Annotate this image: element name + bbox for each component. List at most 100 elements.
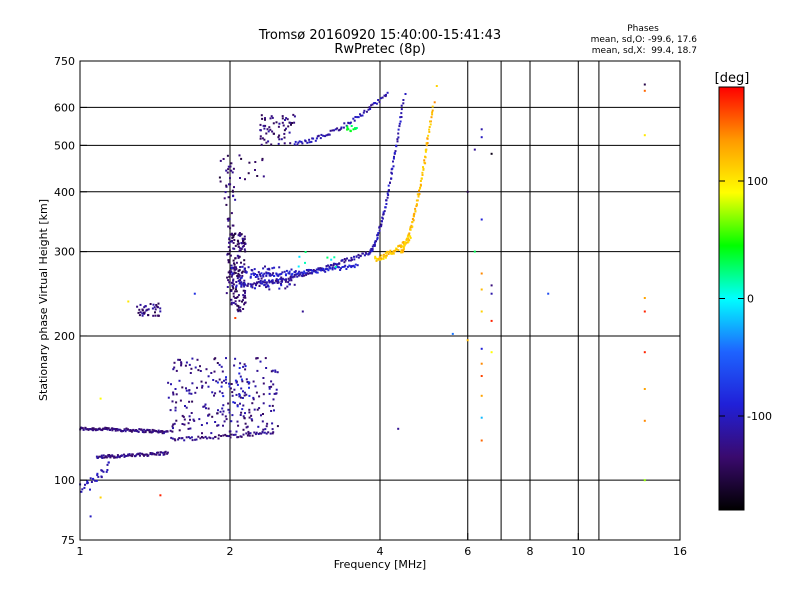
data-point [192, 418, 195, 421]
data-point [243, 241, 246, 244]
data-point [262, 275, 265, 278]
data-point [293, 275, 296, 278]
data-point [271, 282, 274, 285]
data-point [315, 268, 318, 271]
data-point [274, 370, 277, 373]
data-point [172, 427, 174, 430]
data-point [311, 269, 314, 272]
data-point [247, 282, 250, 285]
data-point [228, 270, 231, 273]
data-point [286, 285, 289, 288]
data-point [137, 311, 140, 314]
data-point [228, 411, 231, 414]
data-point [431, 113, 434, 116]
data-point [261, 157, 264, 160]
data-point [146, 428, 149, 431]
data-point [415, 199, 418, 202]
data-point [232, 241, 235, 244]
data-point [142, 431, 145, 434]
data-point [365, 252, 368, 255]
data-point [262, 124, 265, 127]
data-point [344, 264, 347, 267]
data-point [90, 428, 93, 431]
data-point [226, 276, 229, 279]
data-point [243, 295, 246, 298]
data-point [368, 252, 371, 255]
data-point [357, 253, 360, 256]
data-point [199, 365, 201, 368]
data-point [226, 154, 229, 157]
data-point [310, 269, 312, 272]
data-point [357, 116, 360, 119]
data-point [241, 270, 244, 273]
data-point [343, 122, 346, 125]
data-point [180, 364, 183, 367]
data-point [361, 114, 364, 117]
data-point [231, 236, 234, 239]
data-point [480, 272, 483, 275]
data-point [332, 264, 335, 267]
data-point [353, 258, 356, 261]
data-point [239, 247, 242, 250]
data-point [271, 130, 274, 133]
data-point [270, 410, 273, 412]
data-point [294, 140, 297, 143]
data-point [227, 271, 230, 274]
data-point [243, 263, 246, 266]
data-point [382, 255, 385, 258]
data-point [115, 428, 118, 430]
data-point [280, 282, 282, 285]
data-point [228, 382, 230, 385]
data-point [131, 455, 134, 458]
data-point [276, 371, 279, 374]
data-point [238, 393, 241, 396]
data-point [222, 404, 225, 407]
data-point [138, 308, 141, 311]
data-point [251, 286, 254, 289]
data-point [228, 241, 231, 244]
data-point [406, 235, 409, 238]
data-point [239, 309, 242, 312]
data-point [480, 218, 483, 221]
data-point [330, 264, 333, 267]
data-point [232, 292, 235, 295]
data-point [236, 296, 239, 298]
data-point [643, 297, 646, 299]
data-point [267, 431, 270, 434]
data-point [396, 140, 399, 143]
data-point [426, 142, 429, 144]
data-point [183, 439, 186, 442]
data-point [480, 310, 483, 313]
data-point [363, 109, 366, 112]
data-point [480, 362, 483, 365]
data-point [275, 392, 278, 395]
data-point [248, 408, 251, 411]
data-point [99, 496, 102, 499]
data-point [332, 262, 335, 265]
data-point [643, 89, 646, 92]
data-point [250, 418, 253, 421]
data-point [137, 430, 140, 433]
data-point [271, 116, 274, 119]
data-point [373, 243, 376, 246]
data-point [224, 415, 227, 418]
data-point [233, 388, 236, 391]
data-point [307, 270, 310, 273]
data-point [239, 414, 242, 416]
data-point [400, 244, 403, 247]
data-point [346, 125, 349, 128]
data-point [371, 248, 374, 250]
data-point [359, 254, 362, 257]
data-point [211, 391, 214, 394]
data-point [399, 120, 402, 123]
data-point [222, 395, 225, 398]
data-point [232, 433, 235, 436]
data-point [242, 308, 245, 310]
data-point [254, 433, 257, 436]
data-point [235, 286, 238, 289]
data-point [354, 116, 357, 118]
data-point [255, 284, 257, 287]
data-point [225, 203, 228, 206]
data-point [243, 282, 246, 285]
data-point [325, 267, 328, 270]
